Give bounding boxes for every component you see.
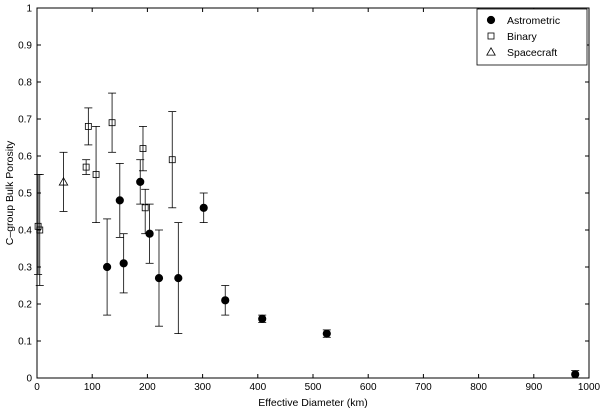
x-tick-label: 1000 — [578, 382, 600, 393]
x-tick-label: 800 — [470, 382, 487, 393]
markers-layer — [34, 119, 580, 379]
legend-label-binary: Binary — [507, 31, 538, 43]
x-tick-label: 600 — [360, 382, 377, 393]
x-tick-label: 100 — [84, 382, 101, 393]
x-tick-label: 300 — [194, 382, 211, 393]
y-tick-label: 0.4 — [18, 226, 32, 237]
binary-point — [82, 163, 90, 171]
x-axis-ticks: 0 100 200 300 400 500 600 700 800 900 1000 — [34, 8, 600, 393]
legend-marker-astrometric — [486, 15, 496, 25]
x-tick-label: 900 — [525, 382, 542, 393]
y-tick-label: 0.2 — [18, 300, 32, 311]
astrometric-point — [136, 177, 145, 186]
astrometric-point — [154, 274, 164, 283]
x-tick-label: 700 — [415, 382, 432, 393]
legend-label-spacecraft: Spacecraft — [507, 47, 557, 59]
legend-marker-binary — [487, 32, 495, 40]
x-tick-label: 500 — [305, 382, 322, 393]
y-axis-ticks: 0 0.1 0.2 0.3 0.4 0.5 0.6 0.7 0.8 0.9 1 — [18, 4, 589, 385]
astrometric-point — [571, 370, 580, 379]
y-axis-label: C–group Bulk Porosity — [4, 140, 16, 245]
y-tick-label: 0.3 — [18, 263, 32, 274]
legend-label-astrometric: Astrometric — [507, 15, 560, 27]
y-tick-label: 1 — [26, 4, 32, 15]
y-tick-label: 0.8 — [18, 78, 32, 89]
legend-marker-spacecraft — [486, 46, 496, 56]
astrometric-point — [115, 196, 124, 205]
legend-box — [476, 8, 588, 66]
x-tick-label: 400 — [249, 382, 266, 393]
astrometric-point — [258, 314, 267, 323]
binary-point — [92, 171, 100, 178]
astrometric-point — [221, 296, 230, 305]
astrometric-point — [145, 229, 154, 238]
y-tick-label: 0 — [26, 374, 32, 385]
astrometric-point — [322, 329, 331, 338]
binary-point — [84, 123, 92, 130]
x-axis-label: Effective Diameter (km) — [258, 397, 368, 409]
astrometric-point — [199, 203, 208, 212]
y-tick-label: 0.9 — [18, 41, 32, 52]
astrometric-point — [103, 262, 112, 272]
binary-point — [141, 204, 149, 212]
binary-point — [108, 119, 116, 127]
y-tick-label: 0.1 — [18, 337, 32, 348]
astrometric-point — [119, 259, 128, 268]
astrometric-point — [174, 274, 183, 283]
y-tick-label: 0.7 — [18, 115, 32, 126]
errorbars-layer — [34, 92, 580, 379]
y-tick-label: 0.6 — [18, 152, 32, 163]
binary-point — [34, 222, 42, 230]
x-tick-label: 200 — [139, 382, 156, 393]
y-tick-label: 0.5 — [18, 189, 32, 200]
x-tick-label: 0 — [34, 382, 40, 393]
binary-point — [139, 145, 147, 153]
spacecraft-point — [58, 176, 69, 186]
binary-point — [168, 156, 176, 164]
legend: Astrometric Binary Spacecraft — [476, 8, 588, 66]
